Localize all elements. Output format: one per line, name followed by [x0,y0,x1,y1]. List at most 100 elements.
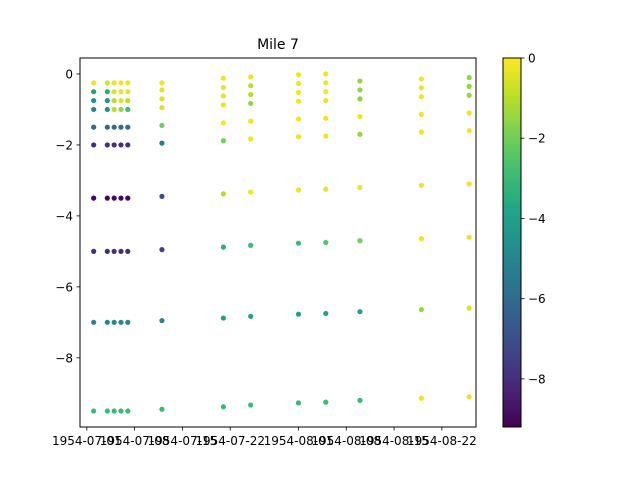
data-point [323,97,329,104]
data-point [118,408,124,414]
data-point [248,189,254,195]
data-point [118,80,124,86]
x-tick-label: 1954-08-22 [407,434,477,448]
data-point [418,236,424,242]
data-point [118,142,124,148]
data-points [91,71,472,414]
data-point [418,306,424,313]
data-point [220,138,226,144]
x-tick-label: 1954-07-08 [100,434,170,448]
data-point [111,97,117,104]
data-point [357,87,363,93]
data-point [104,319,110,325]
data-point [357,397,363,403]
data-point [111,89,117,95]
data-point [418,111,424,118]
data-point [111,142,117,148]
data-point [220,191,226,197]
data-point [220,84,226,91]
x-tick-label: 1954-07-01 [52,434,122,448]
data-point [118,319,124,325]
data-point [125,124,131,130]
y-tick-label: −8 [55,351,73,365]
data-point [159,80,165,86]
data-point [220,404,226,410]
data-point [125,142,131,148]
data-point [104,89,110,95]
data-point [220,120,226,126]
data-point [104,248,110,254]
data-point [418,94,424,100]
data-point [111,195,117,201]
data-point [91,80,97,86]
data-point [118,195,124,201]
data-point [418,395,424,401]
data-point [125,195,131,201]
data-point [323,133,329,139]
data-point [295,400,302,406]
data-point [248,74,254,80]
data-point [418,129,424,135]
data-point [466,305,472,311]
data-point [323,399,329,405]
data-point [323,239,329,246]
plot-frame [79,57,477,428]
data-point [220,244,226,250]
data-point [323,186,329,192]
data-point [125,89,131,95]
data-point [466,181,472,187]
data-point [159,96,165,102]
colorbar-tick-label: −6 [528,292,546,306]
data-point [248,83,254,89]
data-point [323,71,329,77]
colorbar-axis: 0 −2 −4 −6 −8 [521,52,546,386]
data-point [323,89,329,95]
data-point [118,89,124,95]
x-tick-label: 1954-08-15 [359,434,429,448]
data-point [295,72,302,78]
data-point [295,187,302,193]
data-point [466,92,472,98]
data-point [295,116,302,122]
data-point [118,248,124,254]
chart-title: Mile 7 [257,37,299,53]
data-point [91,106,97,113]
data-point [248,136,254,142]
y-tick-label: −4 [55,209,73,223]
colorbar [502,57,522,428]
data-point [295,240,302,246]
data-point [104,97,110,104]
data-point [104,106,110,113]
data-point [91,319,97,325]
x-tick-label: 1954-08-08 [311,434,381,448]
data-point [118,106,124,113]
data-point [418,85,424,91]
data-point [91,124,97,130]
data-point [159,247,165,253]
data-point [357,184,363,191]
data-point [466,234,472,240]
data-point [295,89,302,96]
data-point [357,238,363,244]
data-point [295,80,302,87]
data-point [357,113,363,120]
data-point [248,242,254,248]
data-point [159,317,165,324]
colorbar-tick-label: −4 [528,212,546,226]
data-point [357,131,363,137]
data-point [104,80,110,86]
y-tick-label: −2 [55,138,73,152]
data-point [418,182,424,188]
data-point [125,248,131,254]
data-point [248,402,254,408]
data-point [159,122,165,129]
data-point [91,89,97,95]
data-point [125,97,131,104]
data-point [111,248,117,254]
colorbar-tick-label: −8 [528,372,546,386]
data-point [295,311,302,317]
x-tick-label: 1954-07-22 [195,434,265,448]
colorbar-tick-label: 0 [528,52,536,66]
data-point [248,100,254,107]
data-point [111,319,117,325]
